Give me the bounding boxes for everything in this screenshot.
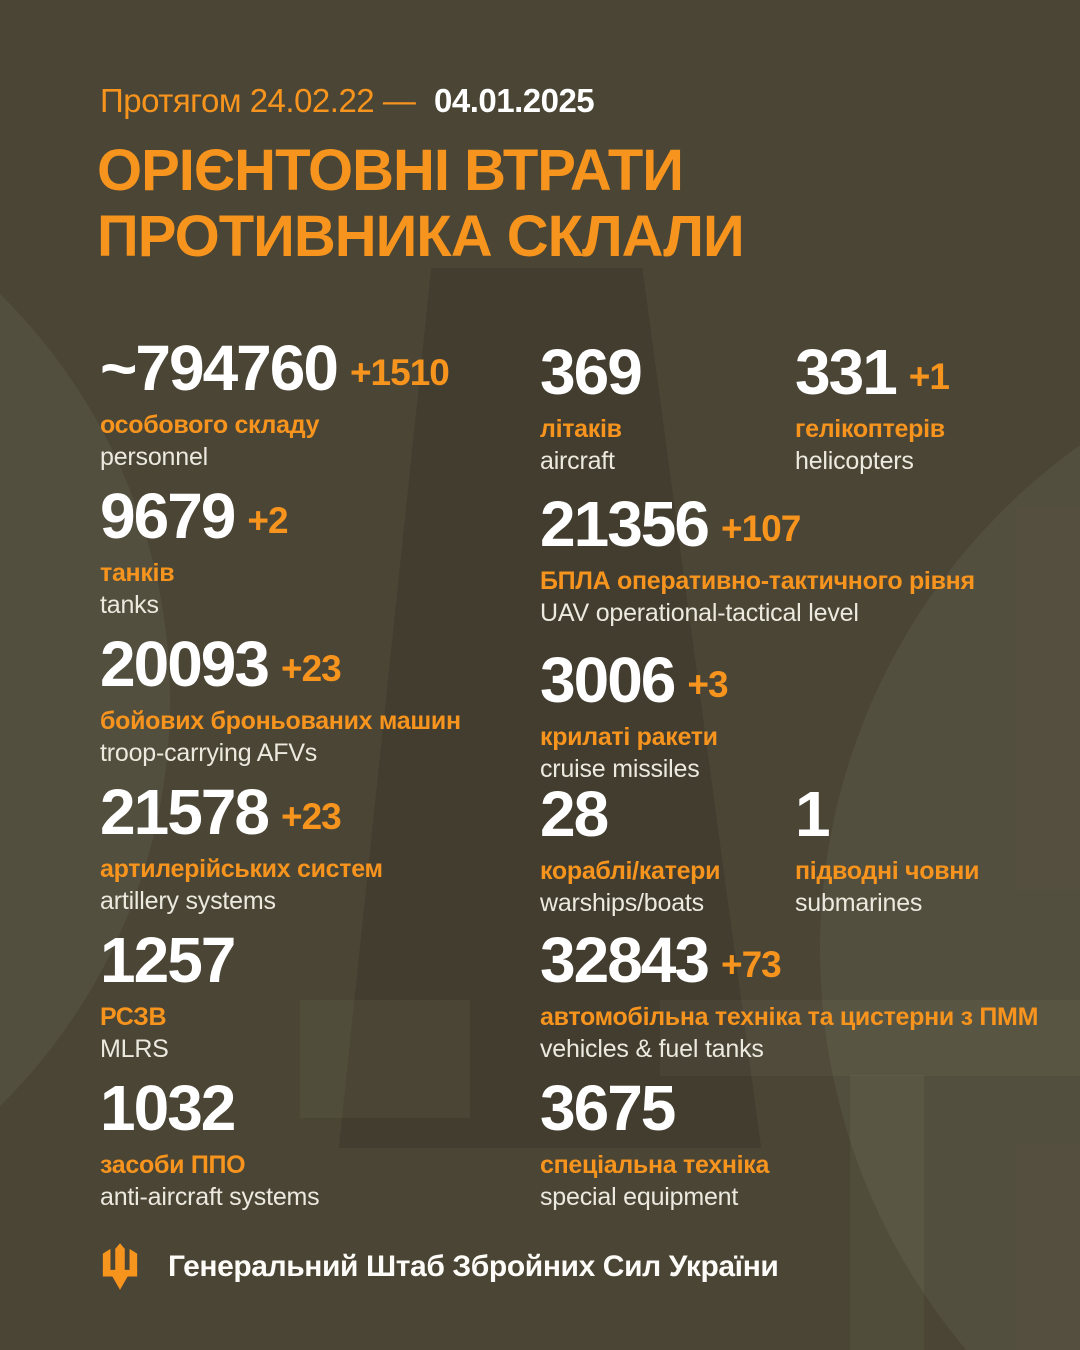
stat-special-equipment: 3675 спеціальна техніка special equipmen… [540, 1076, 769, 1213]
organization-name: Генеральний Штаб Збройних Сил України [168, 1250, 779, 1283]
stat-afv: 20093 +23 бойових броньованих машин troop… [100, 632, 461, 769]
stat-label-en: aircraft [540, 447, 615, 475]
stat-aircraft: 369 літаків aircraft [540, 340, 654, 477]
stat-label-uk: кораблі/катери [540, 857, 721, 885]
stat-label-uk: танків [100, 559, 175, 587]
stat-label-uk: автомобільна техніка та цистерни з ПММ [540, 1003, 1039, 1031]
date-range: Протягом 24.02.22 — 04.01.2025 [100, 82, 595, 120]
stat-label-en: vehicles & fuel tanks [540, 1035, 764, 1063]
stat-value: 21356 [540, 488, 710, 560]
stat-value: 3006 [540, 644, 676, 716]
stat-label-uk: бойових броньованих машин [100, 707, 461, 735]
stat-delta: +23 [280, 648, 342, 689]
stat-label-en: troop-carrying AFVs [100, 739, 318, 767]
stat-label-uk: спеціальна техніка [540, 1151, 770, 1179]
stat-label-uk: крилаті ракети [540, 723, 718, 751]
stat-warships: 28 кораблі/катери warships/boats [540, 782, 721, 919]
stat-value: 369 [540, 336, 643, 408]
stat-delta: +2 [247, 500, 288, 541]
stat-label-en: UAV operational-tactical level [540, 599, 859, 627]
stat-delta: +1510 [349, 352, 450, 393]
period-end-date: 04.01.2025 [434, 82, 595, 119]
period-label: Протягом 24.02.22 — [100, 82, 416, 119]
stat-uav: 21356 +107 БПЛА оперативно-тактичного рів… [540, 492, 975, 629]
stat-value: 331 [795, 336, 898, 408]
stat-label-uk: БПЛА оперативно-тактичного рівня [540, 567, 975, 595]
stat-label-en: submarines [795, 889, 923, 917]
stat-value: 28 [540, 778, 609, 850]
stat-value: 1257 [100, 924, 236, 996]
tryzub-trident-icon [102, 1243, 138, 1290]
stat-label-en: anti-aircraft systems [100, 1183, 320, 1211]
stat-delta: +107 [720, 508, 801, 549]
stat-value: 3675 [540, 1072, 676, 1144]
stat-label-en: artillery systems [100, 887, 276, 915]
stat-label-uk: РСЗВ [100, 1003, 167, 1031]
background-patch [850, 1075, 924, 1350]
stat-label-uk: особового складу [100, 411, 320, 439]
stat-delta: +1 [908, 356, 950, 397]
stat-delta: +73 [720, 944, 782, 985]
stat-delta: +3 [687, 664, 728, 705]
title-line-1: ОРІЄНТОВНІ ВТРАТИ [97, 138, 684, 203]
stat-label-en: MLRS [100, 1035, 169, 1063]
stat-label-uk: підводні човни [795, 857, 980, 885]
stat-label-uk: гелікоптерів [795, 415, 945, 443]
stat-mlrs: 1257 РСЗВ MLRS [100, 928, 247, 1065]
stat-label-en: warships/boats [540, 889, 704, 917]
stat-artillery: 21578 +23 артилерійських систем artillery… [100, 780, 383, 917]
stat-anti-aircraft: 1032 засоби ППО anti-aircraft systems [100, 1076, 320, 1213]
stat-label-uk: засоби ППО [100, 1151, 246, 1179]
background-patch [300, 1000, 470, 1118]
stat-cruise-missiles: 3006 +3 крилаті ракети cruise missiles [540, 648, 729, 785]
stat-label-en: tanks [100, 591, 159, 619]
stat-value: ~794760 [100, 332, 339, 404]
footer: Генеральний Штаб Збройних Сил України [100, 1242, 779, 1292]
stat-value: 1032 [100, 1072, 236, 1144]
title-line-2: ПРОТИВНИКА СКЛАЛИ [97, 204, 745, 269]
stat-helicopters: 331 +1 гелікоптерів helicopters [795, 340, 950, 477]
stat-label-uk: літаків [540, 415, 622, 443]
page-title: ОРІЄНТОВНІ ВТРАТИ ПРОТИВНИКА СКЛАЛИ [97, 138, 745, 270]
stat-vehicles-fuel-tanks: 32843 +73 автомобільна техніка та цистерн… [540, 928, 1038, 1065]
stat-value: 32843 [540, 924, 710, 996]
stat-label-uk: артилерійських систем [100, 855, 383, 883]
stat-value: 9679 [100, 480, 236, 552]
stat-value: 20093 [100, 628, 270, 700]
stat-label-en: cruise missiles [540, 755, 700, 783]
stat-delta: +23 [280, 796, 342, 837]
stat-label-en: personnel [100, 443, 209, 471]
stat-value: 1 [795, 778, 831, 850]
stat-tanks: 9679 +2 танків tanks [100, 484, 289, 621]
stat-value: 21578 [100, 776, 270, 848]
stat-label-en: helicopters [795, 447, 914, 475]
stat-submarines: 1 підводні човни submarines [795, 782, 979, 919]
stat-label-en: special equipment [540, 1183, 739, 1211]
stat-personnel: ~794760 +1510 особового складу personnel [100, 336, 450, 473]
